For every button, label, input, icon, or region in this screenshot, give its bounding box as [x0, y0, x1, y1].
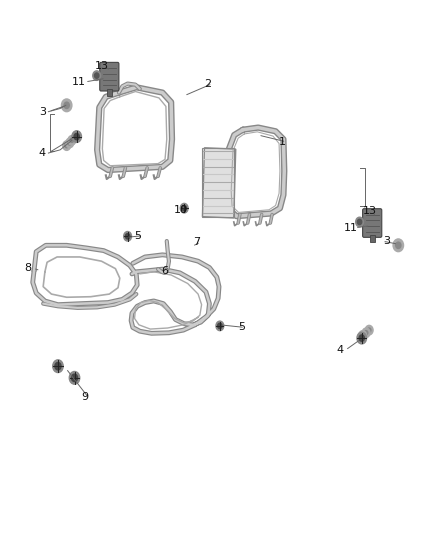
Text: 4: 4: [336, 345, 343, 356]
Circle shape: [367, 328, 371, 332]
Text: 13: 13: [95, 61, 109, 70]
Circle shape: [70, 138, 74, 142]
Circle shape: [72, 131, 81, 142]
Circle shape: [359, 330, 367, 340]
Circle shape: [53, 360, 63, 373]
FancyBboxPatch shape: [100, 62, 119, 91]
Circle shape: [361, 333, 364, 337]
Bar: [107, 89, 112, 96]
Circle shape: [95, 73, 99, 78]
Circle shape: [68, 135, 76, 145]
Circle shape: [359, 335, 364, 341]
Circle shape: [365, 325, 373, 335]
Circle shape: [396, 242, 401, 248]
Circle shape: [180, 204, 188, 213]
Text: 5: 5: [134, 231, 141, 241]
Text: 11: 11: [72, 77, 86, 87]
Circle shape: [66, 138, 74, 148]
Text: 11: 11: [343, 223, 357, 233]
Circle shape: [357, 219, 362, 224]
Circle shape: [357, 332, 367, 344]
Circle shape: [364, 330, 368, 335]
Circle shape: [64, 102, 69, 109]
Text: 7: 7: [193, 237, 200, 247]
Bar: [202, 148, 236, 218]
Circle shape: [68, 141, 71, 145]
Bar: [202, 148, 234, 216]
Circle shape: [55, 362, 61, 370]
Circle shape: [125, 233, 130, 239]
Circle shape: [74, 133, 79, 140]
Circle shape: [182, 206, 186, 211]
Circle shape: [61, 99, 72, 112]
Text: 8: 8: [24, 263, 31, 273]
Bar: [370, 235, 375, 242]
Circle shape: [218, 323, 222, 328]
Text: 2: 2: [205, 78, 212, 88]
Circle shape: [362, 328, 370, 337]
Circle shape: [71, 374, 78, 382]
Text: 1: 1: [279, 137, 286, 147]
Circle shape: [393, 239, 403, 252]
Text: 5: 5: [238, 322, 245, 333]
Circle shape: [69, 372, 80, 384]
Text: 10: 10: [174, 205, 188, 215]
Text: 3: 3: [383, 236, 390, 246]
Text: 6: 6: [162, 266, 169, 276]
Text: 9: 9: [81, 392, 88, 402]
Text: 13: 13: [363, 206, 377, 216]
Circle shape: [216, 321, 224, 330]
Circle shape: [124, 231, 131, 241]
Circle shape: [356, 217, 364, 227]
Text: 3: 3: [39, 107, 46, 117]
FancyBboxPatch shape: [363, 209, 382, 237]
Circle shape: [93, 71, 101, 80]
Circle shape: [63, 141, 71, 150]
Circle shape: [65, 143, 68, 148]
Text: 4: 4: [38, 148, 46, 158]
